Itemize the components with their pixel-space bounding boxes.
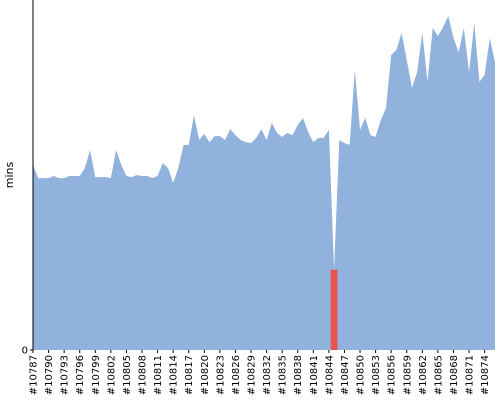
area (33, 16, 495, 350)
x-tick-label: #10817 (184, 355, 195, 395)
x-tick-label: #10808 (138, 355, 149, 395)
y-tick-label: 0 (22, 346, 28, 357)
x-tick-label: #10835 (278, 355, 289, 395)
x-tick-label: #10838 (293, 355, 304, 395)
x-tick-label: #10811 (153, 355, 164, 395)
x-tick-label: #10850 (356, 355, 367, 395)
x-tick-label: #10874 (480, 355, 491, 395)
x-tick-label: #10868 (449, 355, 460, 395)
x-tick-label: #10865 (433, 355, 444, 395)
x-tick-label: #10862 (418, 355, 429, 395)
x-tick-label: #10793 (60, 355, 71, 395)
x-tick-label: #10829 (247, 355, 258, 395)
x-tick-label: #10820 (200, 355, 211, 395)
x-tick-label: #10790 (44, 355, 55, 395)
x-tick-label: #10871 (465, 355, 476, 395)
x-tick-label: #10856 (387, 355, 398, 395)
x-tick-label: #10799 (91, 355, 102, 395)
y-axis-label: mins (3, 161, 16, 188)
x-tick-label: #10814 (169, 355, 180, 395)
x-tick-label: #10826 (231, 355, 242, 395)
x-tick-label: #10823 (215, 355, 226, 395)
x-tick-label: #10802 (106, 355, 117, 395)
bar (330, 269, 338, 350)
x-tick-label: #10847 (340, 355, 351, 395)
x-tick-label: #10805 (122, 355, 133, 395)
x-tick-label: #10796 (75, 355, 86, 395)
x-tick-label: #10832 (262, 355, 273, 395)
x-tick-label: #10853 (371, 355, 382, 395)
x-tick-label: #10844 (324, 355, 335, 395)
x-tick-label: #10787 (29, 355, 40, 395)
x-tick-label: #10841 (309, 355, 320, 395)
x-tick-label: #10859 (402, 355, 413, 395)
